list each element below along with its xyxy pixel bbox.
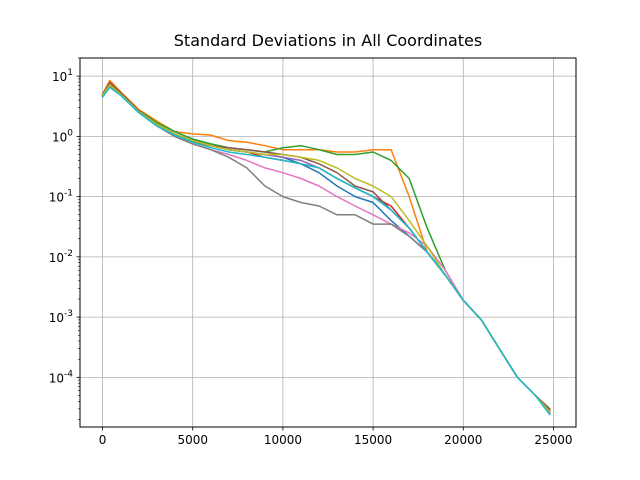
y-tick-label: 10-1 [49,189,73,205]
series-line-5 [101,84,551,413]
series-line-2 [101,79,551,412]
y-tick-label: 100 [52,128,73,144]
y-tick-label: 10-2 [49,249,73,265]
grid [80,58,576,427]
y-tick-label: 101 [52,68,73,84]
x-tick-label: 5000 [177,433,208,447]
x-tick-label: 25000 [534,433,572,447]
series-line-1 [101,84,551,415]
x-tick-label: 15000 [354,433,392,447]
series-line-8 [101,84,551,414]
y-axis: 10-4 10-3 10-2 10-1 100 101 [49,57,80,420]
series-lines [101,79,551,416]
plot-frame [79,57,577,428]
series-line-10 [101,86,551,416]
x-tick-label: 0 [99,433,107,447]
chart-title: Standard Deviations in All Coordinates [173,31,483,50]
y-tick-label: 10-3 [49,309,73,325]
y-tick-label: 10-4 [49,369,74,385]
x-axis: 0 5000 10000 15000 20000 25000 [99,427,573,447]
series-line-7 [101,84,551,414]
x-tick-label: 20000 [444,433,482,447]
x-tick-label: 10000 [264,433,302,447]
